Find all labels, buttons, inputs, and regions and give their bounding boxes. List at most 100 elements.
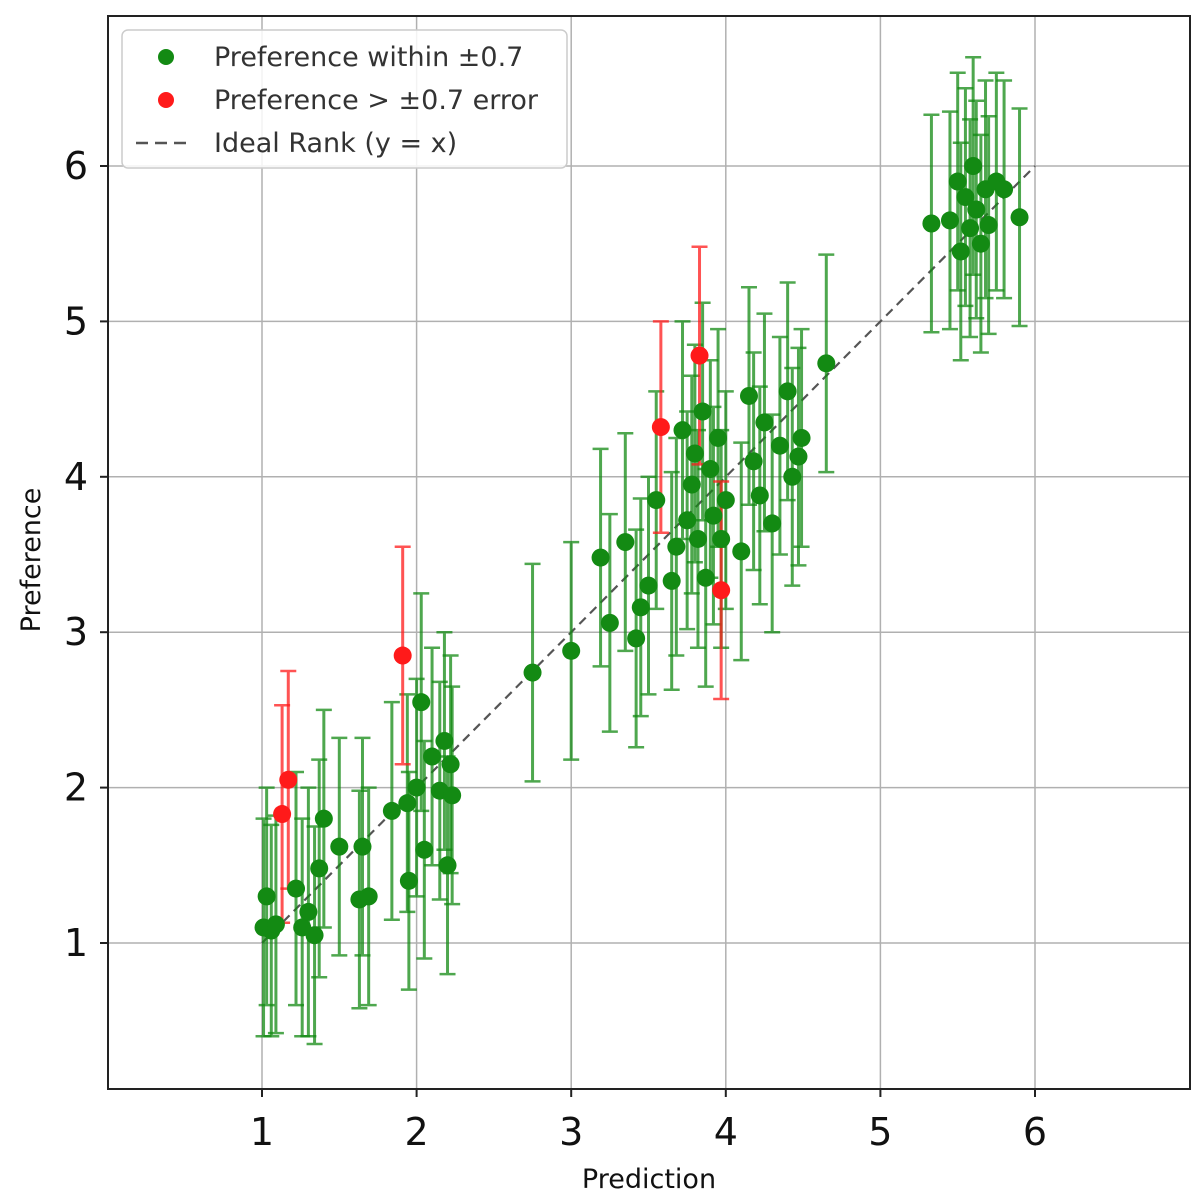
- point-within: [701, 460, 720, 479]
- point-within: [763, 514, 782, 533]
- point-within: [314, 809, 333, 828]
- point-within: [667, 537, 686, 556]
- x-tick-label: 2: [405, 1110, 429, 1154]
- y-tick-label: 1: [64, 921, 88, 965]
- point-within: [398, 794, 417, 813]
- point-within: [639, 576, 658, 595]
- point-within: [591, 548, 610, 567]
- point-within: [995, 180, 1014, 199]
- point-error: [651, 418, 670, 437]
- y-ticks: 1 2 3 4 5 6: [64, 144, 108, 965]
- point-within: [940, 211, 959, 230]
- point-within: [673, 421, 692, 440]
- point-within: [712, 529, 731, 548]
- point-within: [359, 887, 378, 906]
- point-error: [273, 805, 292, 824]
- y-tick-label: 2: [64, 766, 88, 810]
- point-error: [690, 346, 709, 365]
- point-within: [744, 452, 763, 471]
- point-within: [688, 529, 707, 548]
- point-within: [523, 663, 542, 682]
- point-within: [967, 200, 986, 219]
- point-within: [415, 840, 434, 859]
- point-within: [299, 902, 318, 921]
- point-error: [393, 646, 412, 665]
- legend: Preference within ±0.7 Preference > ±0.7…: [121, 29, 568, 169]
- point-within: [964, 157, 983, 175]
- legend-label-error: Preference > ±0.7 error: [214, 85, 539, 116]
- point-within: [407, 778, 426, 797]
- point-within: [287, 879, 306, 898]
- point-within: [562, 641, 581, 660]
- plot-frame: [107, 15, 1191, 1090]
- point-within: [792, 428, 811, 447]
- point-within: [266, 915, 285, 934]
- point-within: [441, 755, 460, 774]
- y-tick-label: 4: [64, 455, 88, 499]
- point-within: [951, 242, 970, 261]
- x-tick-label: 3: [559, 1110, 583, 1154]
- point-within: [310, 859, 329, 878]
- point-error: [279, 770, 298, 789]
- point-within: [435, 731, 454, 750]
- point-within: [948, 172, 967, 191]
- point-within: [922, 214, 941, 233]
- point-within: [353, 837, 372, 856]
- point-within: [443, 786, 462, 805]
- legend-frame: [121, 29, 568, 169]
- y-axis-label: Preference: [16, 488, 47, 633]
- point-within: [817, 354, 836, 373]
- point-within: [778, 382, 797, 401]
- point-error: [712, 581, 731, 600]
- point-within: [305, 926, 324, 945]
- point-within: [382, 801, 401, 820]
- y-tick-label: 5: [64, 299, 88, 343]
- point-within: [789, 447, 808, 466]
- y-tick-label: 3: [64, 610, 88, 654]
- point-within: [709, 428, 728, 447]
- point-within: [1010, 208, 1029, 227]
- point-within: [600, 613, 619, 632]
- point-within: [438, 856, 457, 875]
- point-within: [704, 506, 723, 525]
- point-within: [647, 491, 666, 510]
- point-within: [616, 533, 635, 552]
- point-layer: [254, 157, 1029, 945]
- point-within: [678, 511, 697, 530]
- y-tick-label: 6: [64, 144, 88, 188]
- point-within: [685, 444, 704, 463]
- point-within: [330, 837, 349, 856]
- x-tick-label: 1: [250, 1110, 274, 1154]
- point-within: [732, 542, 751, 561]
- point-within: [755, 413, 774, 432]
- point-within: [770, 436, 789, 455]
- point-within: [662, 571, 681, 590]
- x-tick-label: 6: [1023, 1110, 1047, 1154]
- point-within: [783, 467, 802, 486]
- point-within: [627, 629, 646, 648]
- point-within: [696, 568, 715, 587]
- point-within: [750, 486, 769, 505]
- x-tick-label: 5: [868, 1110, 892, 1154]
- point-within: [693, 402, 712, 421]
- legend-label-ideal: Ideal Rank (y = x): [214, 128, 457, 159]
- point-within: [979, 216, 998, 235]
- point-within: [956, 188, 975, 207]
- legend-label-within: Preference within ±0.7: [214, 42, 523, 73]
- x-ticks: 1 2 3 4 5 6: [250, 1089, 1047, 1154]
- point-within: [682, 475, 701, 494]
- x-tick-label: 4: [714, 1110, 738, 1154]
- point-within: [716, 491, 735, 510]
- point-within: [423, 747, 442, 766]
- point-within: [399, 871, 418, 890]
- point-within: [631, 598, 650, 617]
- x-axis-label: Prediction: [582, 1164, 716, 1195]
- legend-marker-within: [158, 49, 174, 65]
- point-within: [257, 887, 276, 906]
- point-within: [961, 219, 980, 238]
- point-within: [971, 234, 990, 253]
- point-within: [739, 386, 758, 405]
- point-within: [412, 693, 431, 712]
- legend-marker-error: [158, 92, 174, 108]
